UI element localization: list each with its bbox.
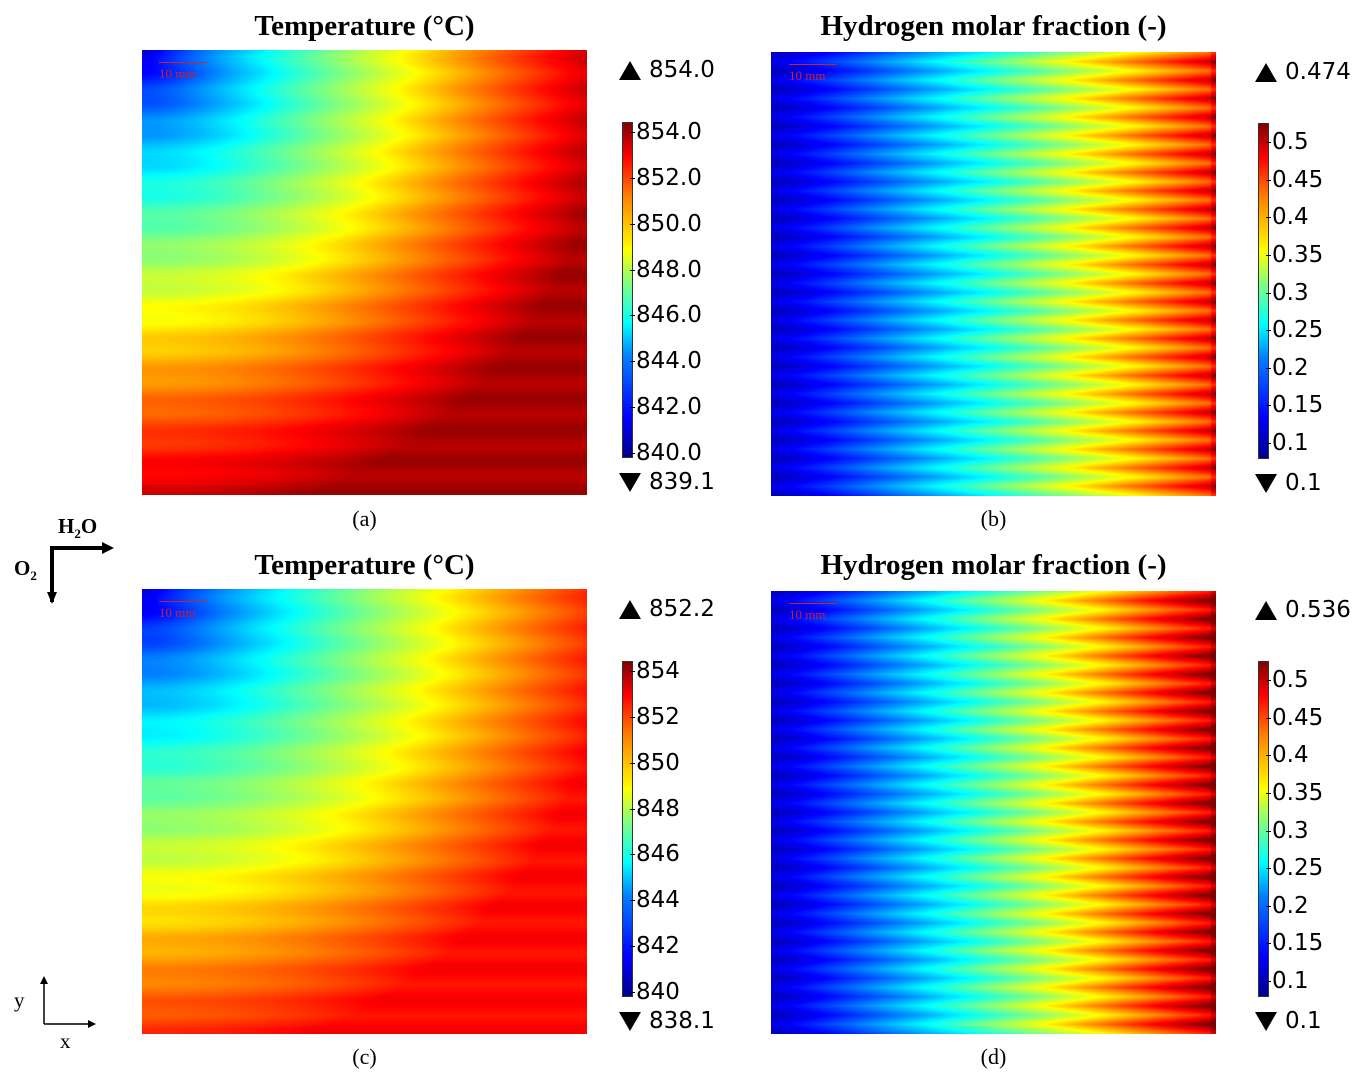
colorbar-tick-label: 0.4 — [1266, 742, 1309, 769]
colorbar-tick-label: 840.0 — [630, 440, 702, 466]
colorbar-tick-label: 0.45 — [1265, 166, 1324, 193]
panel-b-hydrogen-map — [771, 52, 1216, 496]
panel-a-caption: (a) — [352, 506, 377, 531]
colorbar-tick-label: 842 — [630, 933, 680, 960]
panel-b-max: 0.474 — [1255, 61, 1351, 84]
colorbar-tick-label: 846.0 — [630, 302, 702, 329]
panel-d-colorbar — [1258, 661, 1269, 997]
panel-c-scale-bar: 10 mm — [159, 601, 207, 621]
y-axis-label: y — [14, 988, 25, 1012]
panel-a-max: 854.0 — [619, 59, 715, 82]
flow-direction-arrows-icon — [47, 542, 114, 604]
panel-c-temperature-map — [142, 589, 587, 1034]
colorbar-tick-label: 0.2 — [1266, 354, 1309, 381]
colorbar-tick-label: 0.45 — [1265, 704, 1324, 731]
max-arrow-icon — [619, 61, 641, 80]
colorbar-tick-label: 0.5 — [1266, 667, 1309, 693]
panel-b-canvas — [771, 52, 1216, 496]
panel-c-canvas — [142, 589, 587, 1034]
min-arrow-icon — [619, 473, 641, 492]
colorbar-tick-label: 852.0 — [630, 164, 702, 191]
xy-axes-icon — [40, 976, 96, 1028]
panel-b-title: Hydrogen molar fraction (-) — [820, 10, 1167, 42]
panel-d-scale-bar: 10 mm — [789, 603, 837, 623]
panel-b-caption: (b) — [980, 506, 1007, 531]
colorbar-tick-label: 852 — [630, 703, 680, 730]
x-axis-label: x — [60, 1029, 71, 1053]
colorbar-tick-label: 0.3 — [1266, 817, 1309, 844]
colorbar-tick-label: 0.5 — [1266, 129, 1309, 155]
panel-b-scale-bar: 10 mm — [789, 64, 837, 84]
panel-c-caption: (c) — [352, 1044, 377, 1069]
colorbar-tick-label: 848.0 — [630, 256, 702, 283]
panel-d-canvas — [771, 591, 1216, 1034]
min-arrow-icon — [619, 1012, 641, 1031]
colorbar-tick-label: 848 — [630, 795, 680, 822]
panel-b-colorbar — [1258, 123, 1269, 459]
panel-c-min: 838.1 — [619, 1010, 715, 1033]
panel-a-min: 839.1 — [619, 471, 715, 494]
o2-flow-label: O2 — [14, 556, 37, 584]
min-arrow-icon — [1255, 1012, 1277, 1031]
panel-a-title: Temperature (°C) — [254, 10, 475, 42]
colorbar-tick-label: 0.1 — [1266, 968, 1309, 994]
colorbar-tick-label: 844.0 — [630, 348, 702, 375]
panel-d-max: 0.536 — [1255, 599, 1351, 622]
colorbar-tick-label: 0.15 — [1265, 392, 1324, 419]
colorbar-tick-label: 0.25 — [1265, 317, 1324, 344]
panel-c-title: Temperature (°C) — [254, 549, 475, 581]
panel-a-colorbar — [622, 122, 633, 458]
colorbar-tick-label: 0.1 — [1266, 430, 1309, 456]
colorbar-tick-label: 854 — [630, 658, 680, 684]
colorbar-tick-label: 850 — [630, 749, 680, 776]
max-arrow-icon — [1255, 601, 1277, 620]
colorbar-tick-label: 0.25 — [1265, 855, 1324, 882]
colorbar-tick-label: 0.2 — [1266, 892, 1309, 919]
colorbar-tick-label: 840 — [630, 979, 680, 1005]
colorbar-tick-label: 844 — [630, 887, 680, 914]
colorbar-tick-label: 850.0 — [630, 210, 702, 237]
panel-d-title: Hydrogen molar fraction (-) — [820, 549, 1167, 581]
panel-b-min: 0.1 — [1255, 472, 1322, 495]
colorbar-tick-label: 846 — [630, 841, 680, 868]
max-arrow-icon — [1255, 63, 1277, 82]
colorbar-tick-label: 0.35 — [1265, 241, 1324, 268]
colorbar-tick-label: 0.15 — [1265, 930, 1324, 957]
max-arrow-icon — [619, 600, 641, 619]
colorbar-tick-label: 0.4 — [1266, 204, 1309, 231]
colorbar-tick-label: 0.35 — [1265, 779, 1324, 806]
panel-a-canvas — [142, 50, 587, 495]
colorbar-tick-label: 0.3 — [1266, 279, 1309, 306]
panel-d-caption: (d) — [980, 1044, 1007, 1069]
panel-d-min: 0.1 — [1255, 1010, 1322, 1033]
panel-a-scale-bar: 10 mm — [159, 62, 207, 82]
min-arrow-icon — [1255, 474, 1277, 493]
colorbar-tick-label: 842.0 — [630, 394, 702, 421]
h2o-flow-label: H2O — [58, 514, 98, 542]
colorbar-tick-label: 854.0 — [630, 119, 702, 145]
panel-c-colorbar — [622, 661, 633, 997]
panel-a-temperature-map — [142, 50, 587, 495]
panel-c-max: 852.2 — [619, 598, 715, 621]
panel-d-hydrogen-map — [771, 591, 1216, 1034]
